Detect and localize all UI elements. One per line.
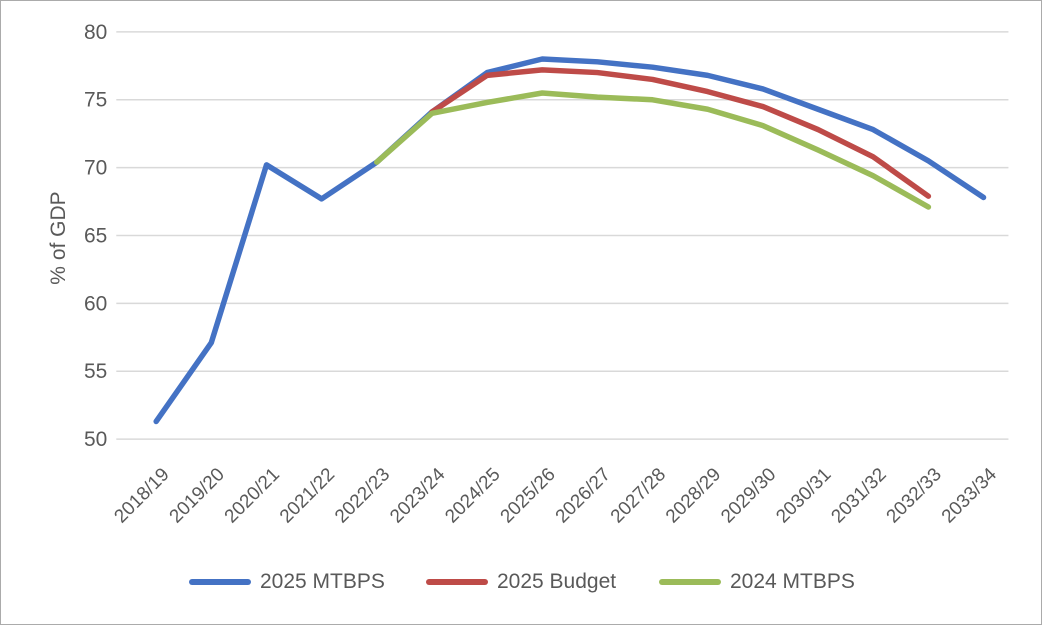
x-tick-label: 2026/27 (552, 464, 615, 527)
x-tick-label: 2020/21 (221, 464, 284, 527)
x-tick-label: 2025/26 (497, 464, 560, 527)
legend-label-2024-mtbps: 2024 MTBPS (730, 570, 855, 593)
legend-swatch-2024-mtbps-icon (659, 579, 721, 585)
legend-swatch-2025-mtbps-icon (189, 579, 251, 585)
y-tick-label: 55 (84, 360, 107, 383)
x-tick-label: 2022/23 (331, 464, 394, 527)
x-tick-label: 2018/19 (110, 464, 173, 527)
y-axis-title: % of GDP (47, 191, 70, 285)
x-tick-label: 2031/32 (827, 464, 890, 527)
x-tick-label: 2030/31 (772, 464, 835, 527)
y-tick-label: 70 (84, 157, 107, 180)
legend-label-2025-mtbps: 2025 MTBPS (260, 570, 385, 593)
x-tick-label: 2029/30 (717, 464, 780, 527)
legend-label-2025-budget: 2025 Budget (497, 570, 617, 593)
x-tick-label: 2028/29 (662, 464, 725, 527)
x-tick-label: 2023/24 (386, 464, 449, 527)
x-tick-label: 2024/25 (441, 464, 504, 527)
series-line-2025-budget (429, 67, 932, 199)
x-tick-label: 2033/34 (938, 464, 1001, 527)
series-line-2025-mtbps (153, 56, 987, 425)
legend-item-2024-mtbps: 2024 MTBPS (659, 565, 855, 599)
y-tick-label: 50 (84, 428, 107, 451)
y-tick-label: 60 (84, 292, 107, 315)
x-tick-label: 2027/28 (607, 464, 670, 527)
x-tick-label: 2021/22 (276, 464, 339, 527)
x-tick-label: 2032/33 (883, 464, 946, 527)
y-tick-label: 75 (84, 89, 107, 112)
legend-swatch-2025-budget-icon (426, 579, 488, 585)
x-tick-label: 2019/20 (166, 464, 229, 527)
y-tick-label: 80 (84, 21, 107, 44)
legend-item-2025-budget: 2025 Budget (426, 565, 616, 599)
y-tick-label: 65 (84, 224, 107, 247)
legend-item-2025-mtbps: 2025 MTBPS (189, 565, 385, 599)
series-line-2024-mtbps (374, 90, 932, 210)
chart-legend: 2025 MTBPS 2025 Budget 2024 MTBPS (1, 565, 1041, 599)
